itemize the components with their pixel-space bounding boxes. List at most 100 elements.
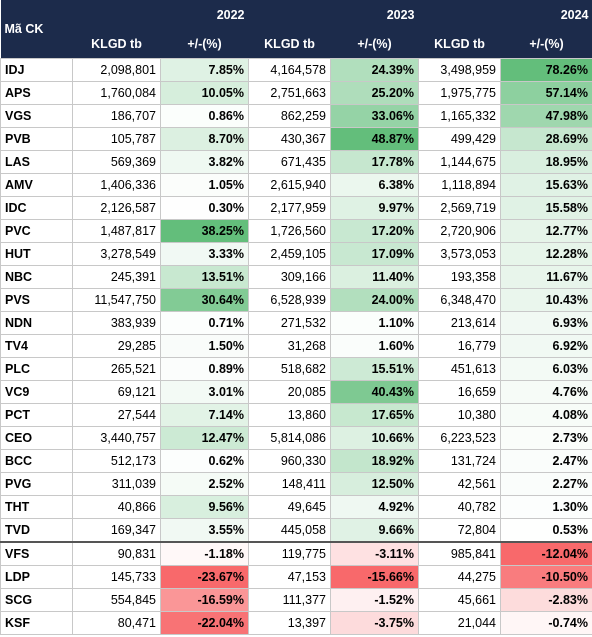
change-cell: 33.06% [330,104,419,128]
volume-cell: 245,391 [72,265,161,289]
volume-cell: 45,661 [418,588,501,612]
change-cell: 0.53% [500,518,592,543]
ticker: VC9 [0,380,73,404]
ticker-header: Mã CK [0,0,73,59]
ticker: THT [0,495,73,519]
ticker: PLC [0,357,73,381]
change-cell: 1.30% [500,495,592,519]
change-cell: 18.92% [330,449,419,473]
volume-cell: 4,164,578 [248,58,331,82]
volume-cell: 47,153 [248,565,331,589]
change-cell: 13.51% [160,265,249,289]
change-cell: -10.50% [500,565,592,589]
change-cell: 0.71% [160,311,249,335]
change-cell: 4.76% [500,380,592,404]
volume-cell: 80,471 [72,611,161,635]
change-cell: 7.14% [160,403,249,427]
change-cell: 8.70% [160,127,249,151]
change-cell: -23.67% [160,565,249,589]
volume-cell: 21,044 [418,611,501,635]
volume-cell: 111,377 [248,588,331,612]
change-cell: 24.39% [330,58,419,82]
subheader: +/-(%) [500,29,592,59]
change-cell: 24.00% [330,288,419,312]
change-cell: 4.08% [500,403,592,427]
volume-cell: 31,268 [248,334,331,358]
table-row: LDP 145,733 -23.67% 47,153 -15.66% 44,275 -10.… [0,565,592,589]
volume-cell: 20,085 [248,380,331,404]
table-row: PVB 105,787 8.70% 430,367 48.87% 499,429 28.69… [0,127,592,151]
volume-cell: 2,615,940 [248,173,331,197]
ticker: IDJ [0,58,73,82]
volume-cell: 512,173 [72,449,161,473]
volume-cell: 40,866 [72,495,161,519]
table-row: BCC 512,173 0.62% 960,330 18.92% 131,724 2.47% [0,449,592,473]
change-cell: -2.83% [500,588,592,612]
volume-cell: 213,614 [418,311,501,335]
change-cell: 4.92% [330,495,419,519]
table-row: AMV 1,406,336 1.05% 2,615,940 6.38% 1,118,894… [0,173,592,197]
volume-cell: 13,860 [248,403,331,427]
table-row: LAS 569,369 3.82% 671,435 17.78% 1,144,675 18.… [0,150,592,174]
change-cell: 2.52% [160,472,249,496]
table-row: PVG 311,039 2.52% 148,411 12.50% 42,561 2.27% [0,472,592,496]
year-header: 2022 [72,0,249,29]
volume-cell: 3,278,549 [72,242,161,266]
ticker: PVS [0,288,73,312]
volume-cell: 862,259 [248,104,331,128]
volume-cell: 3,498,959 [418,58,501,82]
ticker: CEO [0,426,73,450]
volume-cell: 554,845 [72,588,161,612]
change-cell: 3.55% [160,518,249,543]
table-row: IDJ 2,098,801 7.85% 4,164,578 24.39% 3,498,95… [0,58,592,82]
change-cell: 0.86% [160,104,249,128]
change-cell: 3.33% [160,242,249,266]
volume-cell: 6,348,470 [418,288,501,312]
change-cell: 2.73% [500,426,592,450]
change-cell: -15.66% [330,565,419,589]
change-cell: 9.66% [330,518,419,543]
volume-cell: 16,659 [418,380,501,404]
table-row: PVC 1,487,817 38.25% 1,726,560 17.20% 2,720,9… [0,219,592,243]
volume-cell: 29,285 [72,334,161,358]
volume-cell: 383,939 [72,311,161,335]
change-cell: 17.09% [330,242,419,266]
change-cell: -0.74% [500,611,592,635]
volume-cell: 13,397 [248,611,331,635]
ticker: TV4 [0,334,73,358]
subheader: +/-(%) [330,29,419,59]
table-row: CEO 3,440,757 12.47% 5,814,086 10.66% 6,223,5… [0,426,592,450]
change-cell: 15.51% [330,357,419,381]
table-row: PLC 265,521 0.89% 518,682 15.51% 451,613 6.03% [0,357,592,381]
ticker: APS [0,81,73,105]
change-cell: 3.82% [160,150,249,174]
volume-cell: 27,544 [72,403,161,427]
change-cell: 12.47% [160,426,249,450]
table-row: PVS 11,547,750 30.64% 6,528,939 24.00% 6,348,… [0,288,592,312]
change-cell: 6.03% [500,357,592,381]
change-cell: 30.64% [160,288,249,312]
change-cell: 15.58% [500,196,592,220]
volume-cell: 186,707 [72,104,161,128]
change-cell: 38.25% [160,219,249,243]
table-row: SCG 554,845 -16.59% 111,377 -1.52% 45,661 -2.8… [0,588,592,612]
year-header: 2023 [248,0,419,29]
volume-cell: 69,121 [72,380,161,404]
change-cell: 12.77% [500,219,592,243]
change-cell: 11.40% [330,265,419,289]
change-cell: 11.67% [500,265,592,289]
change-cell: 17.20% [330,219,419,243]
volume-cell: 193,358 [418,265,501,289]
volume-cell: 985,841 [418,541,501,566]
volume-cell: 430,367 [248,127,331,151]
ticker: BCC [0,449,73,473]
change-cell: 0.62% [160,449,249,473]
volume-cell: 309,166 [248,265,331,289]
volume-cell: 1,118,894 [418,173,501,197]
change-cell: -16.59% [160,588,249,612]
volume-cell: 44,275 [418,565,501,589]
ticker: HUT [0,242,73,266]
change-cell: 28.69% [500,127,592,151]
volume-cell: 49,645 [248,495,331,519]
